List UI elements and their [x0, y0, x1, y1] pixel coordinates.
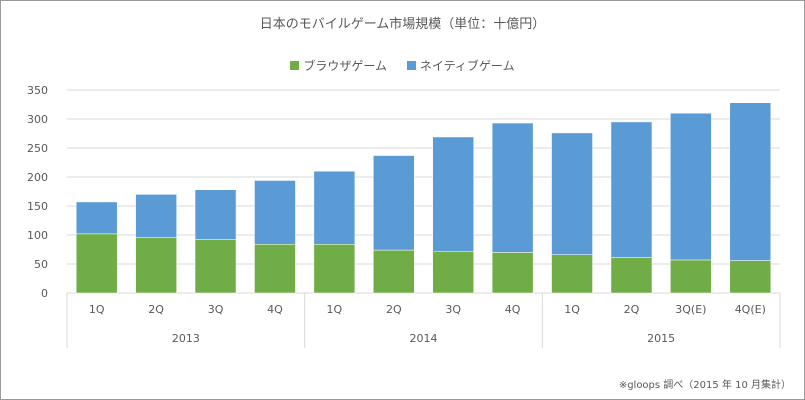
- x-tick-label: 3Q: [445, 303, 461, 316]
- bar-browser: [135, 237, 177, 294]
- legend-swatch-browser: [290, 61, 300, 70]
- legend: ブラウザゲーム ネイティブゲーム: [0, 57, 805, 74]
- year-label: 2014: [410, 332, 438, 345]
- y-tick-label: 50: [34, 258, 48, 271]
- bar-browser: [491, 252, 534, 294]
- legend-item-browser: ブラウザゲーム: [290, 57, 387, 74]
- bar-browser: [194, 239, 237, 294]
- bar-native: [729, 102, 772, 261]
- x-tick-label: 1Q: [89, 303, 105, 316]
- x-tick-label: 2Q: [148, 303, 164, 316]
- x-tick-label: 3Q(E): [675, 303, 706, 316]
- bar-native: [491, 122, 534, 253]
- x-tick-label: 3Q: [208, 303, 224, 316]
- bar-native: [254, 180, 296, 245]
- bar-browser: [610, 257, 653, 294]
- x-tick-label: 4Q: [267, 303, 283, 316]
- x-tick-label: 2Q: [624, 303, 640, 316]
- bar-native: [75, 201, 118, 235]
- y-tick-label: 350: [27, 84, 48, 97]
- bar-browser: [313, 244, 356, 294]
- bar-native: [551, 132, 593, 255]
- x-tick-label: 1Q: [327, 303, 343, 316]
- bar-browser: [373, 249, 415, 294]
- bar-native: [610, 121, 653, 258]
- bar-native: [670, 112, 712, 261]
- y-tick-label: 0: [41, 287, 48, 300]
- legend-label-native: ネイティブゲーム: [419, 59, 515, 73]
- x-tick-label: 1Q: [564, 303, 580, 316]
- bar-browser: [729, 260, 772, 294]
- bar-browser: [254, 244, 296, 294]
- bar-browser: [670, 259, 712, 294]
- y-tick-label: 200: [27, 171, 48, 184]
- bar-native: [373, 155, 415, 251]
- bar-native: [135, 194, 177, 238]
- y-tick-label: 300: [27, 113, 48, 126]
- x-tick-label: 4Q: [505, 303, 521, 316]
- y-tick-label: 250: [27, 142, 48, 155]
- chart-title: 日本のモバイルゲーム市場規模（単位：十億円）: [259, 17, 546, 32]
- year-label: 2013: [172, 332, 200, 345]
- y-tick-label: 100: [27, 229, 48, 242]
- y-tick-label: 150: [27, 200, 48, 213]
- source-note: ※gloops 調べ（2015 年 10 月集計）: [618, 380, 791, 391]
- x-tick-label: 4Q(E): [735, 303, 766, 316]
- bar-browser: [432, 250, 474, 294]
- year-label: 2015: [647, 332, 675, 345]
- bar-native: [194, 189, 237, 240]
- x-tick-label: 2Q: [386, 303, 402, 316]
- legend-swatch-native: [406, 61, 416, 70]
- bar-native: [432, 136, 474, 252]
- bar-native: [313, 170, 356, 245]
- bar-browser: [75, 233, 118, 294]
- legend-label-browser: ブラウザゲーム: [303, 59, 388, 73]
- bar-browser: [551, 254, 593, 294]
- legend-item-native: ネイティブゲーム: [406, 57, 515, 74]
